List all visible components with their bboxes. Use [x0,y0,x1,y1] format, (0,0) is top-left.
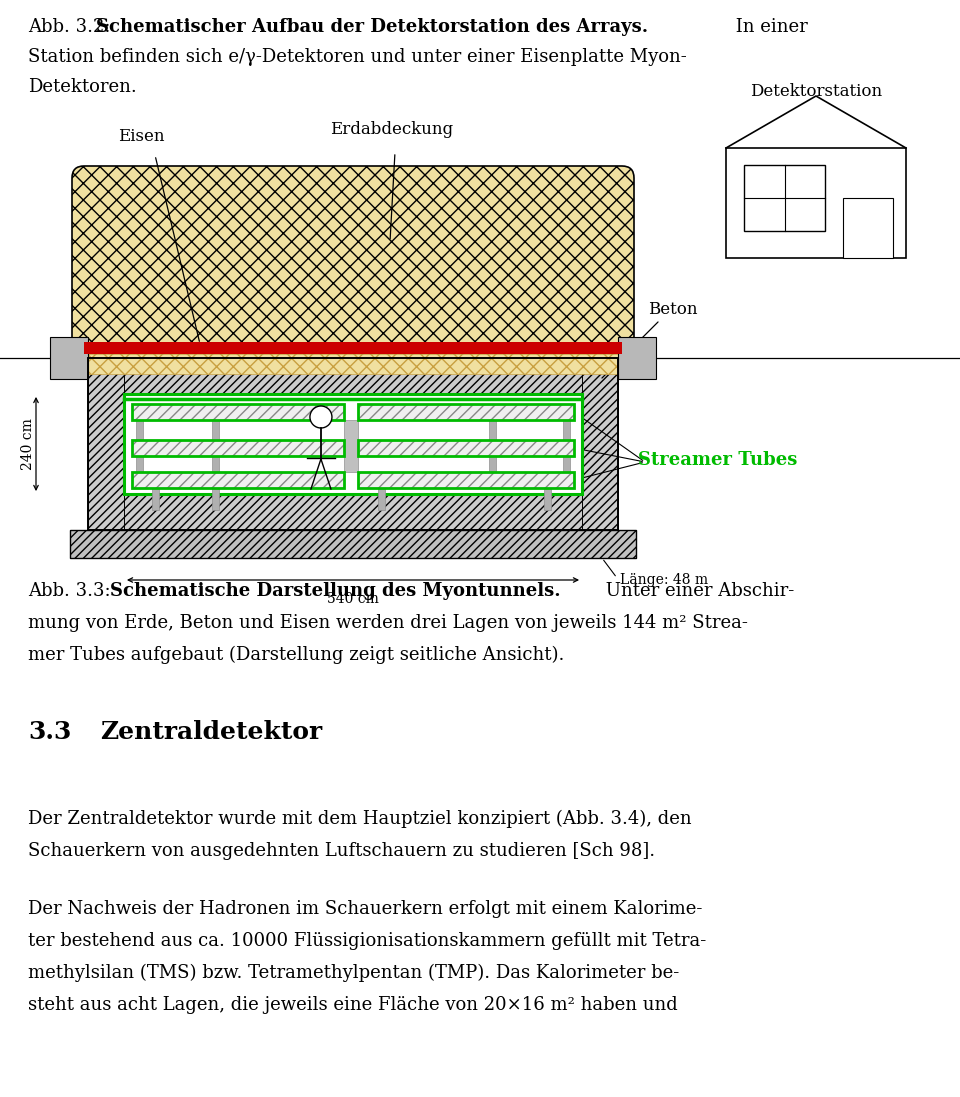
Bar [358,440,574,456]
Text: steht aus acht Lagen, die jeweils eine Fläche von 20×16 m² haben und: steht aus acht Lagen, die jeweils eine F… [28,996,678,1014]
Text: 540 cm: 540 cm [327,592,379,606]
Text: Der Nachweis der Hadronen im Schauerkern erfolgt mit einem Kalorime-: Der Nachweis der Hadronen im Schauerkern… [28,900,703,918]
Bar [88,358,124,530]
Bar [358,472,574,488]
Bar [212,420,219,472]
Bar [744,165,825,230]
Bar [563,420,570,472]
Text: mung von Erde, Beton und Eisen werden drei Lagen von jeweils 144 m² Strea-: mung von Erde, Beton und Eisen werden dr… [28,614,748,632]
Text: ter bestehend aus ca. 10000 Flüssigionisationskammern gefüllt mit Tetra-: ter bestehend aus ca. 10000 Flüssigionis… [28,932,707,950]
Bar [358,472,574,488]
Bar [124,394,582,494]
Bar [88,494,618,530]
Bar [489,420,496,472]
Text: Abb. 3.3:: Abb. 3.3: [28,583,116,600]
Bar [132,404,344,420]
Bar [132,440,344,456]
Text: Eisen: Eisen [118,128,164,145]
Bar [212,488,219,510]
Bar [344,420,358,472]
Text: Abb. 3.2:: Abb. 3.2: [28,18,116,36]
Bar [618,337,656,378]
Bar [70,530,636,558]
Bar [88,358,618,530]
Text: Schematischer Aufbau der Detektorstation des Arrays.: Schematischer Aufbau der Detektorstation… [96,18,648,36]
Text: methylsilan (TMS) bzw. Tetramethylpentan (TMP). Das Kalorimeter be-: methylsilan (TMS) bzw. Tetramethylpentan… [28,964,680,982]
Bar [358,404,574,420]
Bar [358,404,574,420]
Text: Detektoren.: Detektoren. [28,78,136,97]
Bar [136,420,143,472]
Text: 3.3: 3.3 [28,720,71,744]
Text: Schauerkern von ausgedehnten Luftschauern zu studieren [Sch 98].: Schauerkern von ausgedehnten Luftschauer… [28,842,655,860]
Text: Zentraldetektor: Zentraldetektor [100,720,323,744]
Text: mer Tubes aufgebaut (Darstellung zeigt seitliche Ansicht).: mer Tubes aufgebaut (Darstellung zeigt s… [28,646,564,665]
Bar [152,488,159,510]
Text: Station befinden sich e/γ-Detektoren und unter einer Eisenplatte Myon-: Station befinden sich e/γ-Detektoren und… [28,48,686,66]
Text: Schematische Darstellung des Myontunnels.: Schematische Darstellung des Myontunnels… [110,583,561,600]
Text: Detektorstation: Detektorstation [750,83,882,100]
Text: 240 cm: 240 cm [21,418,35,470]
Circle shape [310,406,332,428]
Bar [84,342,622,354]
Bar [132,472,344,488]
Bar [358,440,574,456]
Bar [132,404,344,420]
Text: Länge: 48 m: Länge: 48 m [620,573,708,587]
Bar [50,337,88,378]
Bar [84,354,622,374]
Bar [132,472,344,488]
Bar [70,530,636,558]
Text: Beton: Beton [648,302,698,318]
Bar [726,148,906,258]
Text: Erdabdeckung: Erdabdeckung [330,121,453,138]
Text: Der Zentraldetektor wurde mit dem Hauptziel konzipiert (Abb. 3.4), den: Der Zentraldetektor wurde mit dem Hauptz… [28,810,691,828]
Bar [544,488,551,510]
Text: In einer: In einer [730,18,807,36]
FancyBboxPatch shape [72,166,634,372]
Bar [378,488,385,510]
Bar [582,358,618,530]
Bar [88,358,618,394]
Text: Streamer Tubes: Streamer Tubes [638,451,798,470]
Text: Unter einer Abschir-: Unter einer Abschir- [600,583,794,600]
Bar [132,440,344,456]
Bar [843,197,894,258]
